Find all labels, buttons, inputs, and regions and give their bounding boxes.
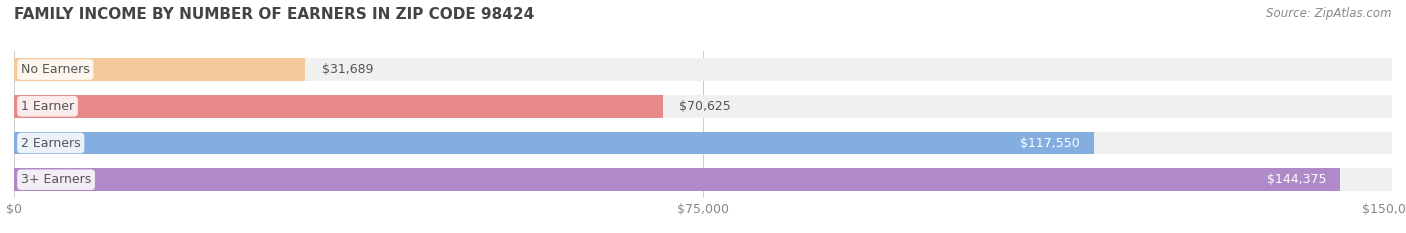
Text: $31,689: $31,689 xyxy=(322,63,373,76)
Text: 3+ Earners: 3+ Earners xyxy=(21,173,91,186)
Text: $144,375: $144,375 xyxy=(1267,173,1326,186)
Bar xyxy=(14,58,305,81)
Bar xyxy=(14,132,1094,154)
Text: FAMILY INCOME BY NUMBER OF EARNERS IN ZIP CODE 98424: FAMILY INCOME BY NUMBER OF EARNERS IN ZI… xyxy=(14,7,534,22)
Bar xyxy=(14,95,1392,118)
Text: 2 Earners: 2 Earners xyxy=(21,137,80,150)
Bar xyxy=(14,168,1340,191)
Text: $70,625: $70,625 xyxy=(679,100,731,113)
Bar xyxy=(14,58,1392,81)
Text: Source: ZipAtlas.com: Source: ZipAtlas.com xyxy=(1267,7,1392,20)
Bar xyxy=(14,132,1392,154)
Bar xyxy=(14,95,662,118)
Text: No Earners: No Earners xyxy=(21,63,90,76)
Text: 1 Earner: 1 Earner xyxy=(21,100,75,113)
Text: $117,550: $117,550 xyxy=(1021,137,1080,150)
Bar xyxy=(14,168,1392,191)
